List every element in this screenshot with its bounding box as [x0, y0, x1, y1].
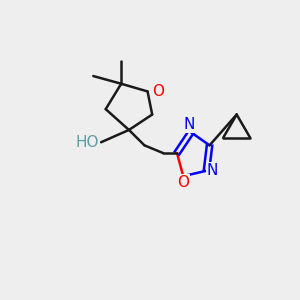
Text: O: O	[177, 175, 189, 190]
Text: N: N	[184, 117, 195, 132]
Text: N: N	[207, 163, 218, 178]
Text: O: O	[152, 84, 164, 99]
Text: HO: HO	[75, 135, 99, 150]
